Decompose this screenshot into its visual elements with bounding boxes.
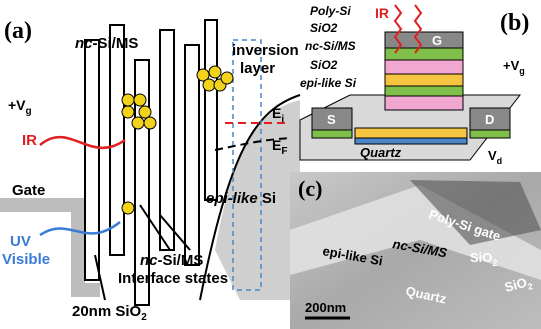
layer-label: SiO2: [310, 21, 338, 35]
panel-label: (c): [298, 176, 322, 201]
label: +Vg: [8, 97, 32, 117]
label: epi-like Si: [206, 190, 276, 207]
label: G: [432, 33, 442, 48]
layer-label: epi-like Si: [300, 76, 357, 90]
label: UV: [10, 233, 31, 250]
panel-label: (a): [4, 18, 32, 44]
label: Quartz: [360, 145, 402, 160]
figure: (a) nc-Si/MS inversion layer +Vg IR Ei E…: [0, 0, 541, 329]
label: 20nm SiO2: [72, 303, 147, 323]
label: nc-Si/MS: [75, 35, 138, 52]
label: +Vg: [503, 58, 525, 76]
label: Visible: [2, 251, 50, 268]
label: layer: [240, 60, 275, 77]
label: IR: [375, 5, 389, 21]
barrier: [110, 25, 124, 255]
layer-labels: Poly-Si SiO2 nc-Si/MS SiO2 epi-like Si: [300, 4, 357, 90]
barrier: [185, 45, 199, 265]
layer-label: nc-Si/MS: [305, 39, 356, 53]
label: Interface states: [118, 270, 228, 287]
label: nc-Si/MS: [140, 252, 203, 269]
label: Gate: [12, 182, 45, 199]
layer-label: Poly-Si: [310, 4, 351, 18]
label: inversion: [232, 42, 299, 59]
layer-label: SiO2: [310, 58, 338, 72]
label: Vd: [488, 148, 502, 166]
barrier: [85, 40, 99, 280]
panel-a: (a) nc-Si/MS inversion layer +Vg IR Ei E…: [0, 18, 300, 323]
panel-label: (b): [500, 10, 529, 36]
label: 200nm: [305, 300, 346, 315]
panel-c: (c) Poly-Si gate nc-Si/MS SiO2 epi-like …: [290, 172, 541, 329]
label: D: [485, 112, 494, 127]
label: IR: [22, 132, 37, 149]
label: S: [327, 112, 336, 127]
barrier: [205, 20, 217, 200]
panel-b: Poly-Si SiO2 nc-Si/MS SiO2 epi-like Si I…: [300, 4, 529, 166]
